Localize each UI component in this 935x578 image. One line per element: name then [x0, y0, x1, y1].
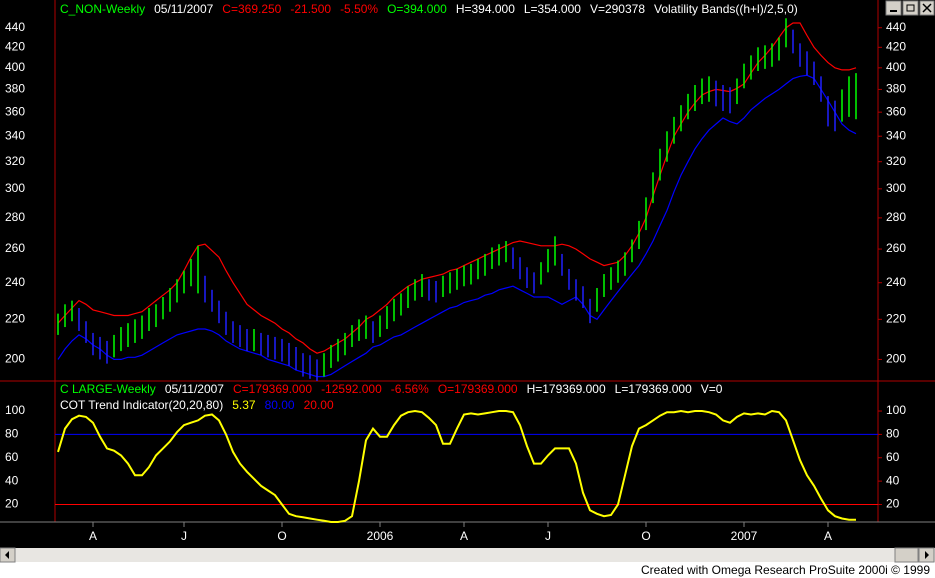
y-tick-label: 260: [5, 241, 25, 255]
header-item: V=0: [701, 382, 723, 396]
y-tick-label-right: 300: [886, 181, 906, 195]
y-tick-label-right: 40: [886, 473, 900, 487]
scroll-right-icon: [925, 551, 929, 559]
y-tick-label: 20: [5, 497, 19, 511]
header-item: C_NON-Weekly: [60, 2, 145, 16]
y-tick-label: 80: [5, 427, 19, 441]
y-tick-label: 240: [5, 275, 25, 289]
y-tick-label: 340: [5, 128, 25, 142]
y-tick-label-right: 360: [886, 104, 906, 118]
header-item: -21.500: [290, 2, 331, 16]
frame: [0, 0, 935, 523]
y-tick-label-right: 320: [886, 154, 906, 168]
y-tick-label-right: 100: [886, 403, 906, 417]
chart-header: C_NON-Weekly 05/11/2007 C=369.250 -21.500 -5…: [60, 2, 798, 16]
minimize-button[interactable]: [885, 0, 902, 16]
indicator-line: [57, 409, 856, 523]
header-item: C=179369.000: [233, 382, 312, 396]
y-tick-label: 280: [5, 210, 25, 224]
y-tick-label-right: 200: [886, 352, 906, 366]
header-item: C LARGE-Weekly: [60, 382, 156, 396]
scroll-track[interactable]: [0, 548, 935, 562]
y-tick-label-right: 380: [886, 82, 906, 96]
x-tick-label: O: [277, 529, 286, 543]
header-item: -6.56%: [391, 382, 429, 396]
close-icon: [922, 3, 932, 13]
header-item: COT Trend Indicator(20,20,80): [60, 398, 223, 412]
y-tick-label: 100: [5, 403, 25, 417]
y-tick-label-right: 260: [886, 241, 906, 255]
scrollbar: [0, 547, 935, 563]
x-tick-label: O: [641, 529, 650, 543]
band-line: [57, 74, 857, 378]
y-tick-label-right: 280: [886, 210, 906, 224]
header-item: H=394.000: [456, 2, 515, 16]
y-tick-label: 320: [5, 154, 25, 168]
y-tick-label: 440: [5, 20, 25, 34]
y-tick-label: 40: [5, 473, 19, 487]
x-tick-label: J: [545, 529, 551, 543]
header-item: L=354.000: [524, 2, 581, 16]
scroll-thumb[interactable]: [894, 547, 919, 563]
footer: Created with Omega Research ProSuite 200…: [641, 563, 930, 577]
header-item: 5.37: [232, 398, 256, 412]
header-item: 20.00: [304, 398, 334, 412]
y-tick-label: 400: [5, 60, 25, 74]
y-tick-label: 300: [5, 181, 25, 195]
y-tick-label-right: 420: [886, 39, 906, 53]
y-tick-label: 60: [5, 450, 19, 464]
header-item: 05/11/2007: [154, 2, 213, 16]
status-strip: [0, 562, 935, 578]
y-tick-label: 420: [5, 39, 25, 53]
y-tick-label-right: 80: [886, 427, 900, 441]
x-tick-label: J: [181, 529, 187, 543]
chart-header: COT Trend Indicator(20,20,80) 5.37 80.00 20…: [60, 398, 334, 412]
x-tick-label: 2007: [731, 529, 758, 543]
header-item: C=369.250: [222, 2, 281, 16]
header-item: V=290378: [590, 2, 645, 16]
header-item: 80.00: [265, 398, 295, 412]
chart-background: [0, 0, 935, 548]
y-tick-label-right: 440: [886, 20, 906, 34]
header-item: -12592.000: [321, 382, 382, 396]
restore-icon: [906, 4, 915, 12]
x-tick-label: A: [460, 529, 468, 543]
x-tick-label: A: [824, 529, 832, 543]
header-item: Volatility Bands((h+l)/2,5,0): [654, 2, 798, 16]
y-tick-label-right: 340: [886, 128, 906, 142]
y-tick-label: 380: [5, 82, 25, 96]
header-item: -5.50%: [340, 2, 378, 16]
y-tick-label-right: 220: [886, 312, 906, 326]
scroll-left-icon: [5, 551, 9, 559]
header-item: L=179369.000: [615, 382, 692, 396]
y-tick-label: 360: [5, 104, 25, 118]
y-tick-label: 200: [5, 352, 25, 366]
chart-header: C LARGE-Weekly 05/11/2007 C=179369.000 -125…: [60, 382, 723, 396]
y-tick-label-right: 20: [886, 497, 900, 511]
header-item: H=179369.000: [527, 382, 606, 396]
window-buttons: [885, 0, 935, 16]
header-item: O=179369.000: [438, 382, 518, 396]
restore-button[interactable]: [902, 0, 919, 16]
x-tick-label: A: [89, 529, 97, 543]
header-item: O=394.000: [387, 2, 447, 16]
header-item: 05/11/2007: [165, 382, 224, 396]
x-tick-label: 2006: [367, 529, 394, 543]
y-tick-label: 220: [5, 312, 25, 326]
y-tick-label-right: 60: [886, 450, 900, 464]
y-tick-label-right: 400: [886, 60, 906, 74]
y-tick-label-right: 240: [886, 275, 906, 289]
